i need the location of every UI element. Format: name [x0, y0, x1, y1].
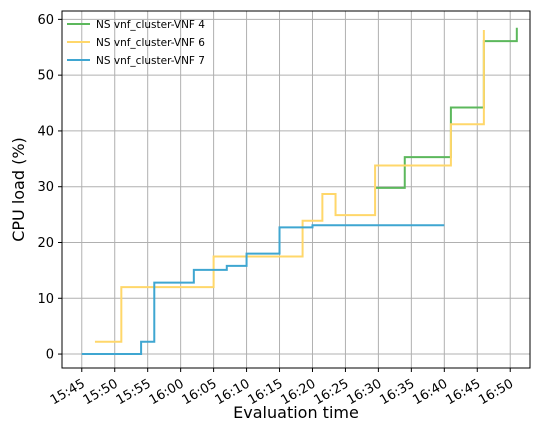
y-tick-label: 40 — [37, 124, 54, 139]
grid — [62, 11, 530, 368]
y-tick-label: 60 — [37, 13, 54, 28]
y-tick-label: 20 — [37, 236, 54, 251]
series-line-3 — [81, 224, 445, 356]
y-tick-label: 0 — [46, 348, 54, 363]
legend: NS vnf_cluster-VNF 4 NS vnf_cluster-VNF 6… — [67, 19, 205, 67]
x-tick-label: 16:45 — [443, 376, 483, 408]
y-tick-label: 10 — [37, 292, 54, 307]
series-line-2 — [94, 29, 485, 343]
y-tick-label: 30 — [37, 180, 54, 195]
x-tick-label: 15:50 — [81, 376, 121, 408]
x-axis-label: Evaluation time — [233, 403, 359, 422]
series-lines — [81, 27, 518, 356]
x-tick-label: 16:05 — [180, 376, 220, 408]
x-tick-label: 16:50 — [476, 376, 516, 408]
y-tick-label: 50 — [37, 69, 54, 84]
x-tick-label: 15:45 — [48, 376, 88, 408]
x-tick-label: 16:40 — [410, 376, 450, 408]
x-tick-label: 16:35 — [377, 376, 417, 408]
x-tick-label: 16:00 — [147, 376, 187, 408]
series-line-1 — [375, 27, 518, 189]
y-axis-label: CPU load (%) — [9, 137, 28, 242]
plot-area-frame — [61, 10, 531, 369]
x-tick-label: 15:55 — [114, 376, 154, 408]
legend-label-2: NS vnf_cluster-VNF 6 — [96, 37, 205, 49]
legend-label-1: NS vnf_cluster-VNF 4 — [96, 19, 205, 31]
legend-label-3: NS vnf_cluster-VNF 7 — [96, 55, 205, 67]
